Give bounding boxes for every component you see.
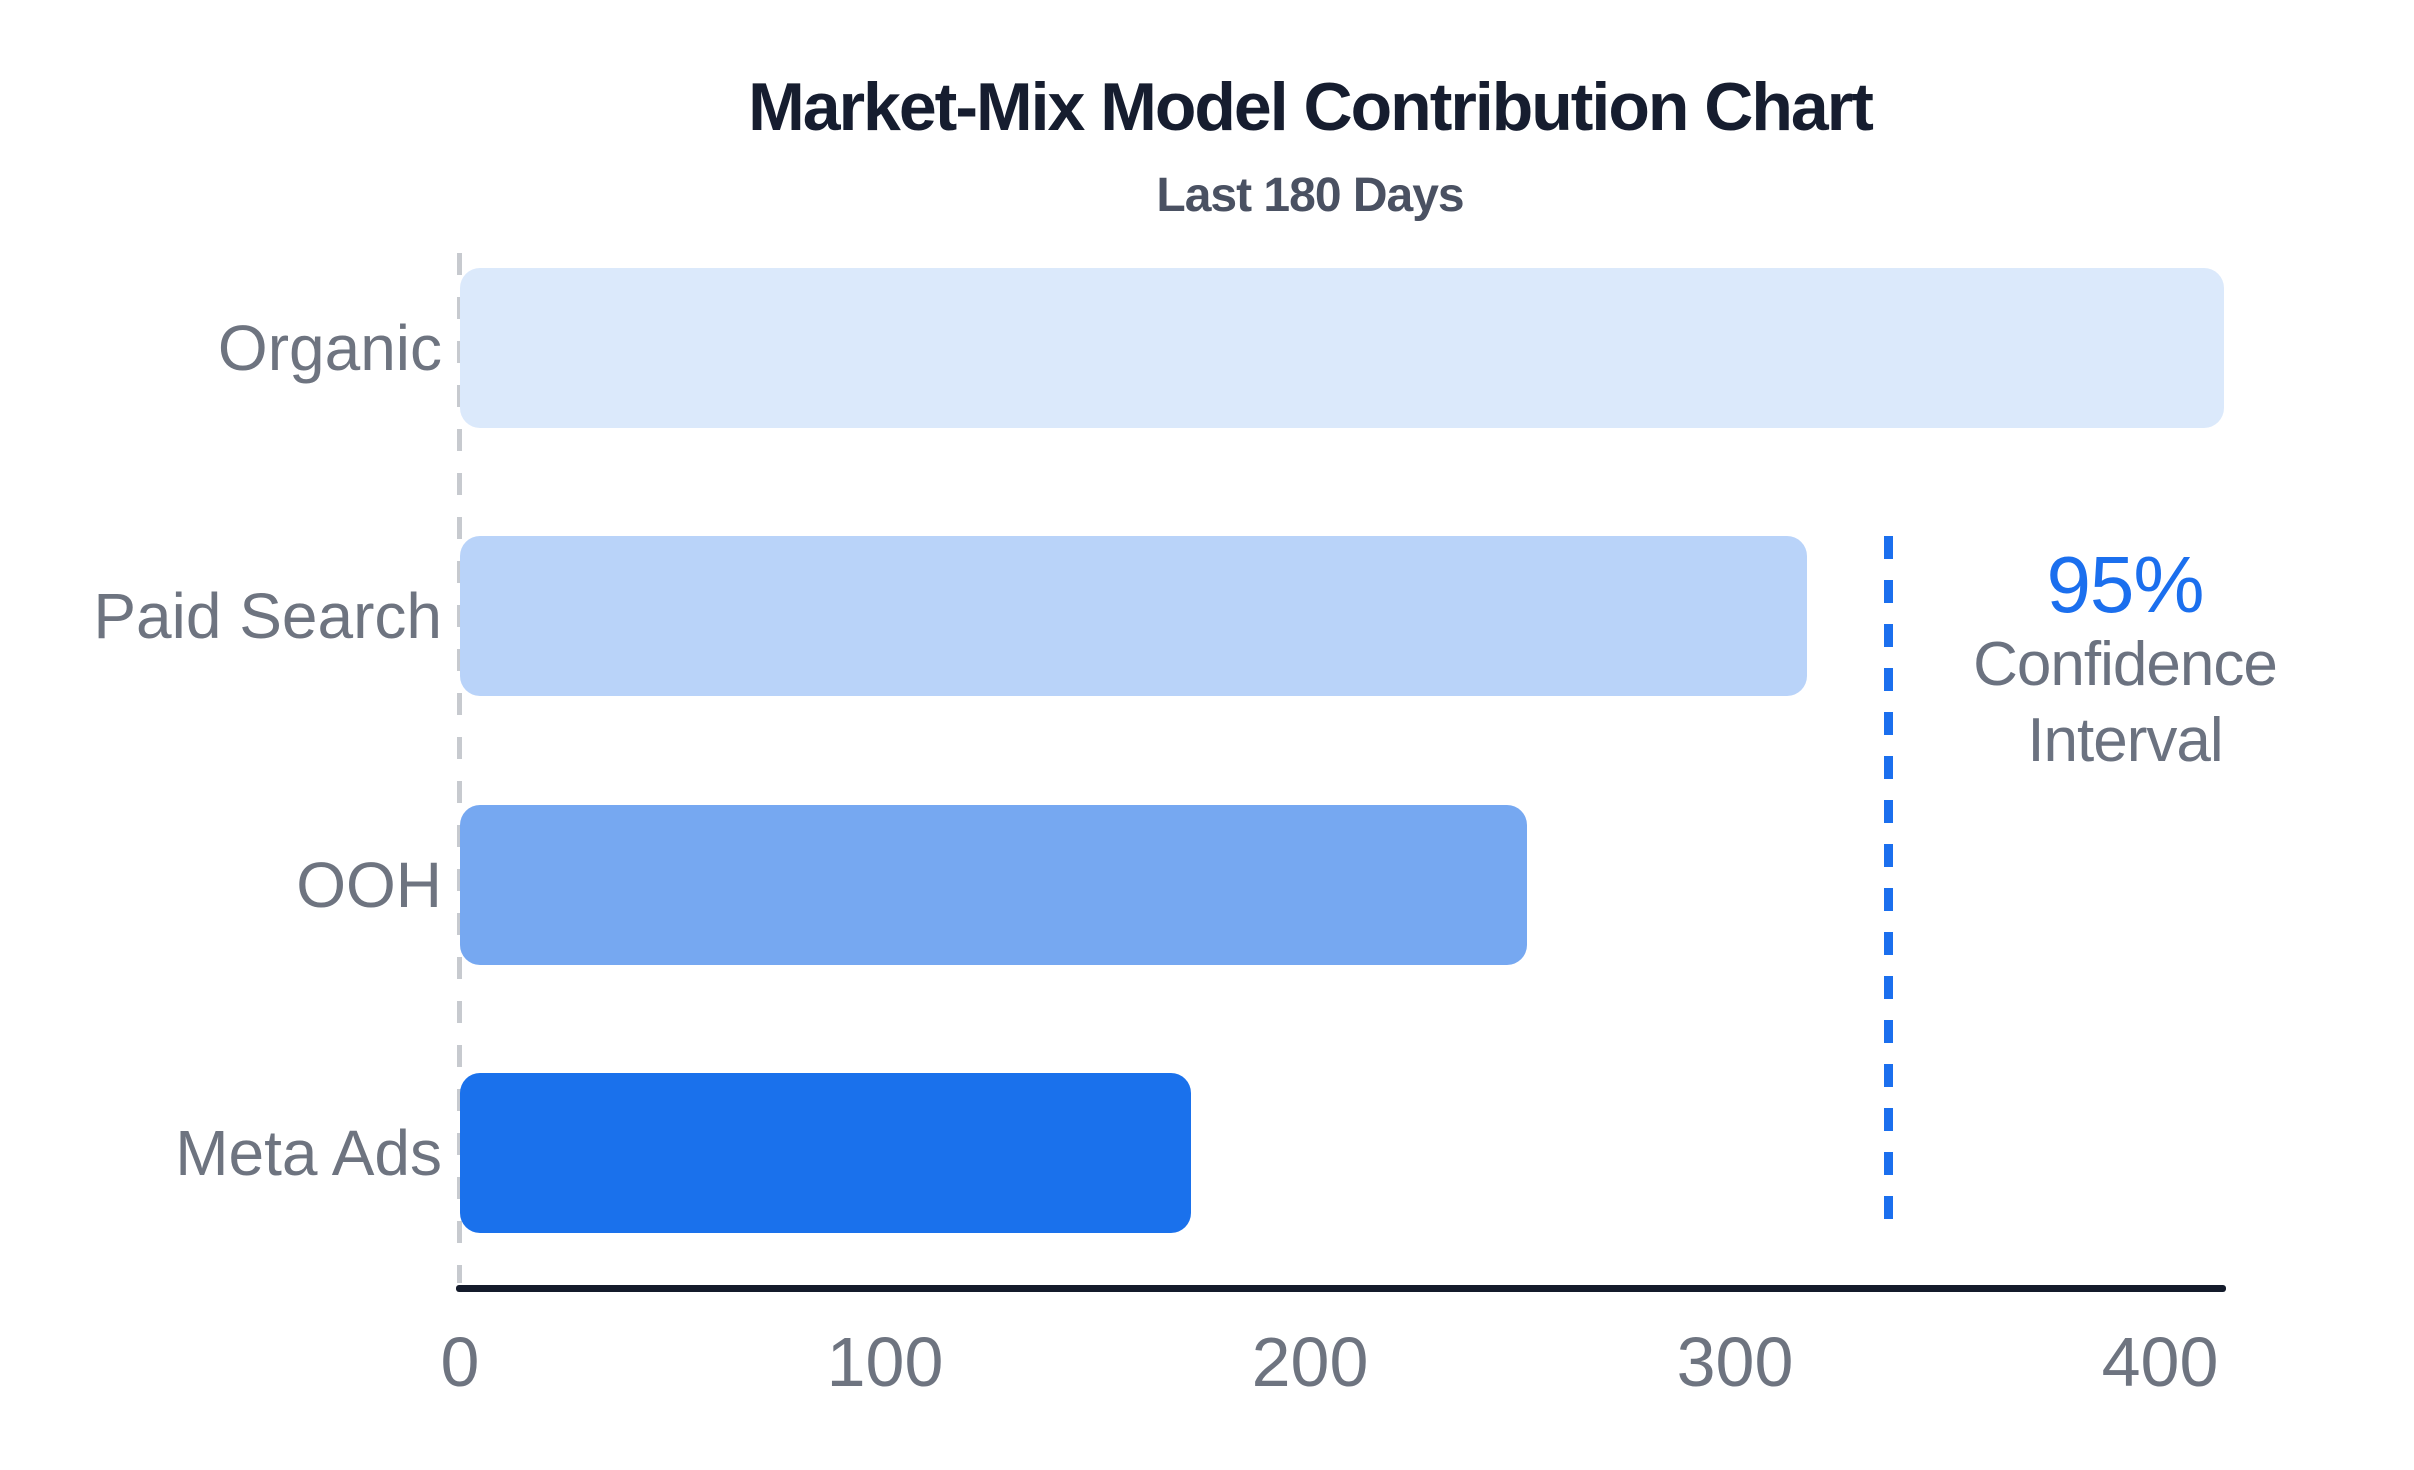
x-tick-label-400: 400 — [2101, 1323, 2219, 1401]
ci-percent-label: 95% — [2046, 540, 2204, 629]
ci-label-line-2: Interval — [2027, 706, 2223, 775]
bar-paid-search — [460, 536, 1807, 696]
category-label-meta-ads: Meta Ads — [175, 1117, 442, 1189]
bar-meta-ads — [460, 1073, 1191, 1233]
category-label-organic: Organic — [217, 312, 442, 384]
confidence-interval-dashed-line — [1884, 536, 1893, 1233]
x-tick-label-200: 200 — [1251, 1323, 1369, 1401]
x-axis-line — [456, 1285, 2226, 1292]
chart-row-paid-search: Paid Search — [0, 536, 2414, 696]
category-label-paid-search: Paid Search — [93, 580, 442, 652]
bar-organic — [460, 268, 2224, 428]
ci-label-line-1: Confidence — [1973, 630, 2278, 699]
category-label-ooh: OOH — [296, 849, 442, 921]
x-tick-label-300: 300 — [1676, 1323, 1794, 1401]
chart-row-organic: Organic — [0, 268, 2414, 428]
bar-ooh — [460, 805, 1527, 965]
zero-baseline-dashed-line — [457, 253, 462, 1283]
x-tick-label-0: 0 — [440, 1323, 480, 1401]
chart-title: Market-Mix Model Contribution Chart — [748, 69, 1874, 145]
chart-row-ooh: OOH — [0, 805, 2414, 965]
confidence-interval-annotation: 95% Confidence Interval — [1905, 543, 2345, 779]
chart-subtitle: Last 180 Days — [1156, 169, 1464, 222]
x-tick-label-100: 100 — [826, 1323, 944, 1401]
chart-row-meta-ads: Meta Ads — [0, 1073, 2414, 1233]
